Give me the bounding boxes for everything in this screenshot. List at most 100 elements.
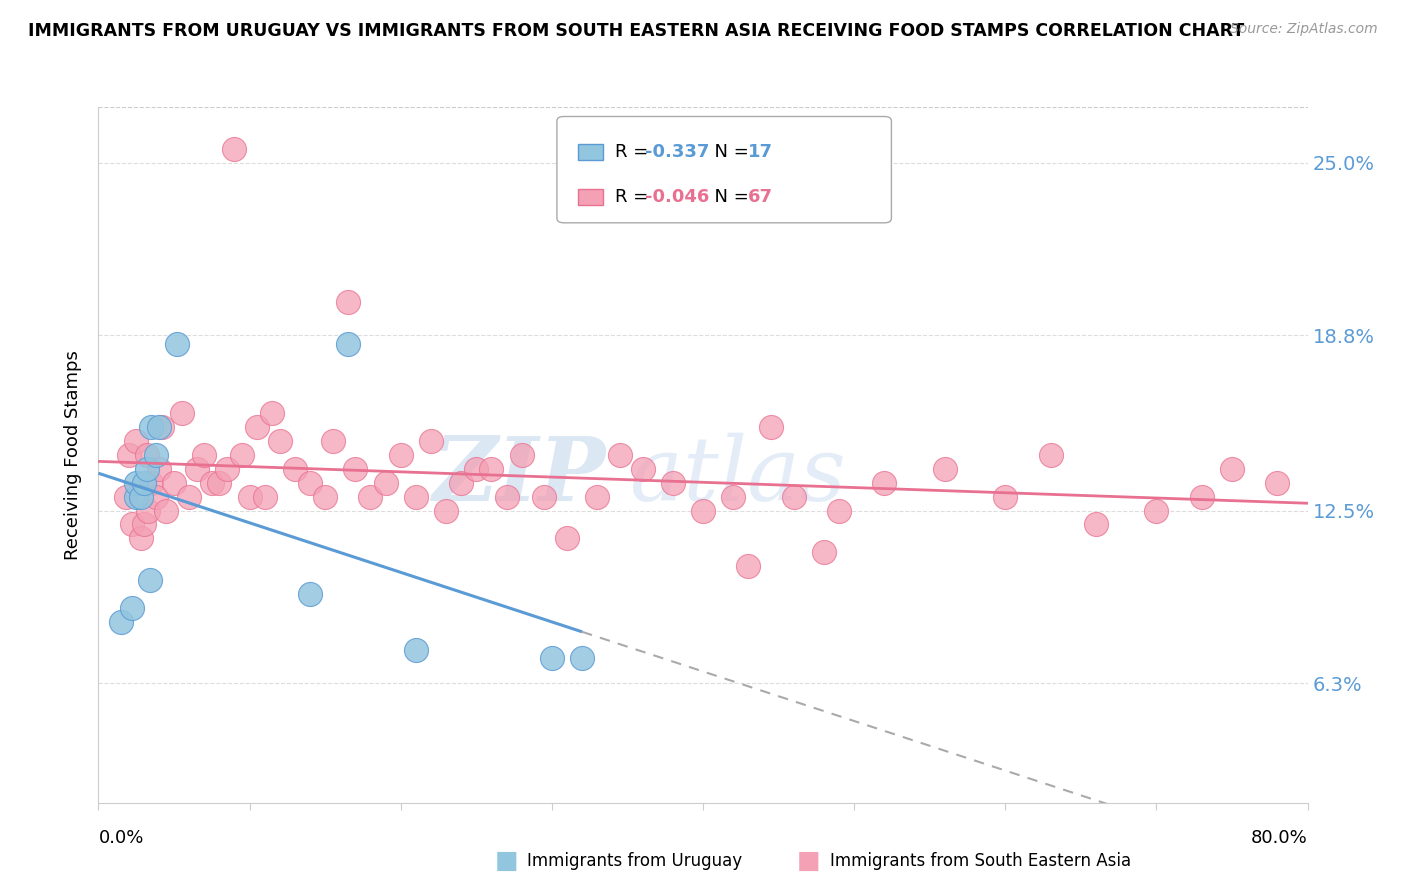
Text: ZIP: ZIP [433, 433, 606, 519]
Point [121, 517, 143, 532]
Point [450, 475, 472, 490]
Point [873, 475, 896, 490]
Point [135, 462, 157, 476]
Point [540, 651, 562, 665]
Point [994, 490, 1017, 504]
Point [571, 651, 593, 665]
Point [389, 448, 412, 462]
Point [631, 462, 654, 476]
Point [166, 336, 188, 351]
Point [723, 490, 745, 504]
Point [662, 475, 685, 490]
Text: R =: R = [614, 188, 654, 206]
Point [299, 587, 322, 601]
Point [533, 490, 555, 504]
Text: R =: R = [614, 143, 654, 161]
Point [246, 420, 269, 434]
Point [759, 420, 782, 434]
Text: atlas: atlas [630, 433, 846, 519]
Point [284, 462, 307, 476]
Point [783, 490, 806, 504]
Point [132, 517, 155, 532]
Text: Source: ZipAtlas.com: Source: ZipAtlas.com [1230, 22, 1378, 37]
Point [405, 490, 427, 504]
Point [118, 448, 141, 462]
Point [322, 434, 344, 448]
Point [609, 448, 631, 462]
Point [813, 545, 835, 559]
Point [125, 490, 148, 504]
Point [336, 336, 359, 351]
Point [125, 434, 148, 448]
Point [1267, 475, 1289, 490]
Point [155, 503, 177, 517]
Point [136, 503, 159, 517]
Point [344, 462, 367, 476]
Point [150, 420, 173, 434]
Point [934, 462, 956, 476]
Point [148, 462, 170, 476]
Point [555, 532, 578, 546]
Text: ■: ■ [495, 849, 517, 872]
Point [145, 448, 167, 462]
Point [336, 294, 359, 309]
Text: 80.0%: 80.0% [1251, 829, 1308, 847]
Point [163, 475, 186, 490]
Point [208, 475, 231, 490]
Point [132, 475, 155, 490]
Point [1191, 490, 1213, 504]
Text: -0.046: -0.046 [645, 188, 710, 206]
Point [495, 490, 517, 504]
Point [110, 615, 132, 629]
Text: -0.337: -0.337 [645, 143, 710, 161]
Point [299, 475, 322, 490]
Point [1085, 517, 1108, 532]
Y-axis label: Receiving Food Stamps: Receiving Food Stamps [65, 350, 83, 560]
Point [269, 434, 291, 448]
Point [125, 475, 148, 490]
Point [510, 448, 533, 462]
Point [434, 503, 457, 517]
Point [314, 490, 336, 504]
Point [239, 490, 262, 504]
Point [135, 448, 157, 462]
Point [405, 642, 427, 657]
Point [465, 462, 488, 476]
Point [1220, 462, 1243, 476]
Point [148, 420, 170, 434]
Point [201, 475, 224, 490]
Point [179, 490, 201, 504]
Point [121, 601, 143, 615]
Point [586, 490, 609, 504]
Point [828, 503, 851, 517]
Point [139, 573, 162, 587]
Point [193, 448, 215, 462]
Text: ■: ■ [797, 849, 820, 872]
Point [129, 490, 152, 504]
Point [1039, 448, 1062, 462]
Point [215, 462, 238, 476]
Point [481, 462, 503, 476]
Point [224, 142, 246, 156]
Point [420, 434, 443, 448]
Text: 67: 67 [748, 188, 773, 206]
Point [374, 475, 396, 490]
Text: Immigrants from South Eastern Asia: Immigrants from South Eastern Asia [830, 852, 1130, 870]
Point [114, 490, 136, 504]
Point [737, 559, 759, 574]
Point [141, 420, 163, 434]
Point [186, 462, 208, 476]
Text: 0.0%: 0.0% [98, 829, 143, 847]
Point [1144, 503, 1167, 517]
Point [231, 448, 253, 462]
Point [262, 406, 284, 420]
Point [141, 475, 163, 490]
Text: Immigrants from Uruguay: Immigrants from Uruguay [527, 852, 742, 870]
Point [253, 490, 276, 504]
Point [129, 532, 152, 546]
Point [360, 490, 382, 504]
Point [145, 490, 167, 504]
Text: N =: N = [703, 143, 755, 161]
Text: 17: 17 [748, 143, 773, 161]
Point [170, 406, 193, 420]
